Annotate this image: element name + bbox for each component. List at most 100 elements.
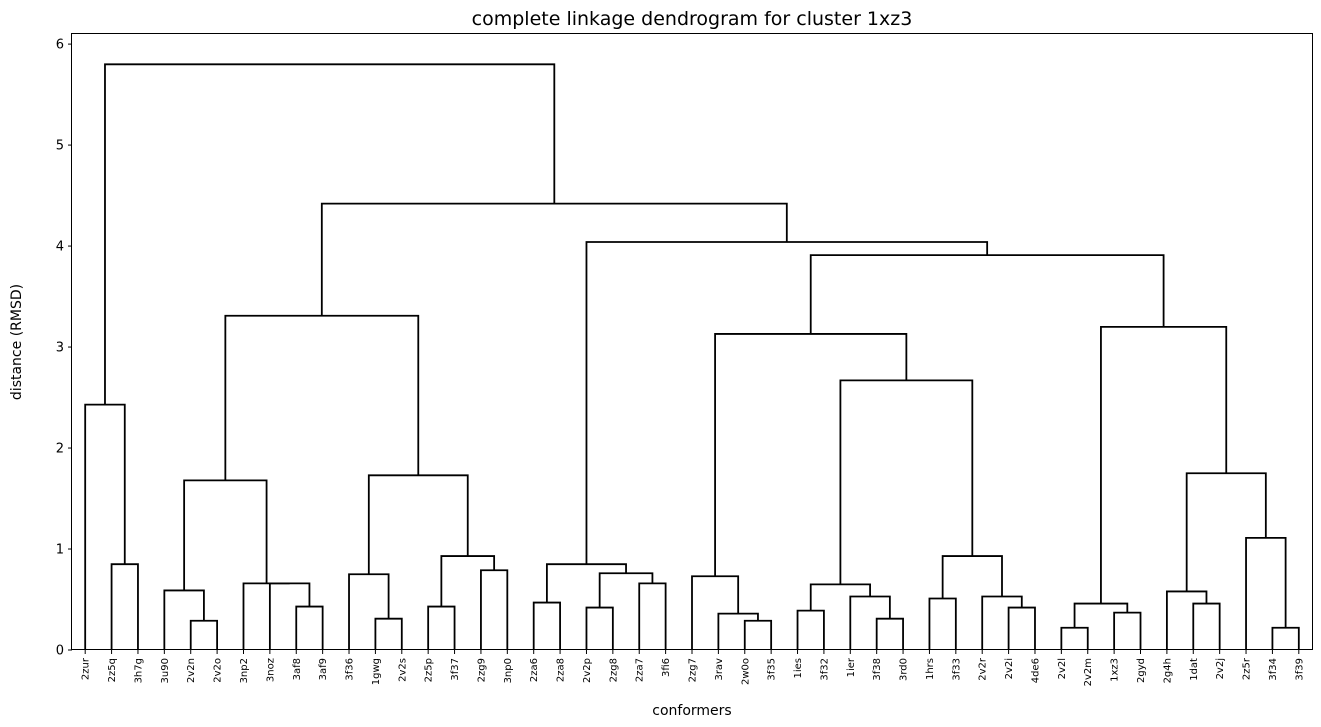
dendrogram-link: [480, 569, 509, 650]
leaf-label: 2v2i: [1004, 658, 1015, 679]
y-tick-label: 4: [56, 240, 64, 255]
dendrogram-link: [1271, 626, 1300, 650]
leaf-label: 3f38: [872, 658, 883, 681]
dendrogram-links: [84, 63, 1300, 650]
leaf-label: 2v2p: [582, 658, 593, 683]
dendrogram-link: [532, 601, 561, 650]
dendrogram-link: [110, 563, 139, 650]
leaf-label: 3f36: [345, 658, 356, 681]
dendrogram-link: [638, 582, 667, 650]
dendrogram-link: [163, 589, 205, 650]
y-axis-label: distance (RMSD): [9, 284, 25, 400]
leaf-label: 3rav: [714, 658, 725, 681]
dendrogram-link: [875, 617, 904, 650]
leaf-label: 3f39: [1294, 658, 1305, 681]
x-axis-label: conformers: [652, 703, 731, 719]
leaf-label: 2z5p: [424, 658, 435, 682]
leaf-label: 2w0o: [740, 658, 751, 685]
leaf-label: 2zg7: [688, 658, 699, 682]
dendrogram-link: [585, 606, 614, 650]
dendrogram-link: [717, 612, 759, 650]
y-tick-label: 6: [56, 38, 64, 53]
leaf-label: 2za7: [635, 658, 646, 682]
leaf-label: 1dat: [1189, 658, 1200, 681]
dendrogram-link: [189, 619, 219, 650]
leaf-label: 2g4h: [1162, 658, 1173, 683]
dendrogram-link: [1245, 537, 1287, 650]
dendrogram-link: [585, 241, 989, 565]
leaf-label: 3f32: [819, 658, 830, 681]
leaf-label: 3np0: [503, 658, 514, 683]
leaf-label: 2v2m: [1083, 658, 1094, 686]
dendrogram-link: [928, 597, 957, 650]
dendrogram-link: [374, 617, 403, 650]
y-tick-label: 3: [56, 341, 64, 356]
y-tick-label: 2: [56, 442, 64, 457]
leaf-label: 3af9: [318, 658, 329, 680]
dendrogram-link: [348, 573, 390, 650]
leaf-label: 2v2o: [213, 658, 224, 683]
leaf-label: 2v2n: [186, 658, 197, 683]
leaf-label: 2zg8: [608, 658, 619, 682]
leaf-label: 3u90: [160, 658, 171, 683]
leaf-label: 1hrs: [925, 658, 936, 680]
leaf-label: 2z5q: [107, 658, 118, 682]
dendrogram-link: [268, 582, 311, 650]
dendrogram-link: [427, 605, 456, 650]
dendrogram-link: [1073, 602, 1129, 628]
leaf-label: 2za8: [556, 658, 567, 682]
plot-frame: [71, 33, 1313, 650]
dendrogram-link: [367, 474, 469, 575]
dendrogram-link: [1007, 606, 1036, 650]
leaf-label: 2v2j: [1215, 658, 1226, 679]
dendrogram-link: [981, 595, 1023, 650]
leaf-label: 2z5r: [1242, 657, 1253, 680]
leaf-label: 1gwg: [371, 658, 382, 685]
y-tick-label: 1: [56, 543, 64, 558]
dendrogram-link: [1192, 602, 1221, 650]
dendrogram-link: [743, 619, 773, 650]
dendrogram-link: [1165, 590, 1208, 650]
x-axis-ticks: 2zur 2z5q 3h7g 3u90 2v2n 2v2o 3np2 3noz 3af8 3af9…: [81, 650, 1305, 686]
dendrogram-link: [809, 583, 871, 611]
leaf-label: 3f37: [450, 658, 461, 681]
leaf-label: 1ier: [846, 657, 857, 677]
dendrogram-link: [714, 333, 908, 577]
leaf-label: 3f33: [951, 658, 962, 681]
leaf-label: 2v2l: [1057, 658, 1068, 679]
leaf-label: 2zg9: [476, 658, 487, 682]
dendrogram-link: [796, 609, 825, 650]
dendrogram-link: [598, 572, 654, 608]
dendrogram-link: [839, 379, 974, 585]
leaf-label: 2gyd: [1136, 658, 1147, 683]
dendrogram-link: [1100, 325, 1228, 604]
leaf-label: 2za6: [529, 658, 540, 682]
dendrogram-link: [104, 63, 556, 405]
leaf-label: 1ies: [793, 658, 804, 679]
leaf-label: 3noz: [265, 658, 276, 682]
dendrogram-link: [84, 403, 126, 650]
dendrogram-link: [295, 605, 324, 650]
dendrogram-link: [809, 254, 1165, 334]
leaf-label: 3rd0: [899, 658, 910, 681]
dendrogram-link: [440, 555, 496, 607]
dendrogram-link: [183, 479, 268, 591]
dendrogram-link: [1113, 611, 1142, 650]
dendrogram-link: [320, 202, 788, 316]
dendrogram-link: [941, 555, 1003, 599]
y-tick-label: 0: [56, 644, 64, 659]
dendrogram-link: [242, 582, 290, 650]
leaf-label: 3fi6: [661, 658, 672, 677]
leaf-label: 3f34: [1268, 658, 1279, 681]
dendrogram-link: [1060, 626, 1089, 650]
leaf-label: 2v2r: [978, 657, 989, 681]
y-tick-label: 5: [56, 139, 64, 154]
leaf-label: 2v2s: [397, 658, 408, 682]
chart-title: complete linkage dendrogram for cluster …: [472, 8, 913, 30]
leaf-label: 1xz3: [1110, 658, 1121, 682]
dendrogram-link: [224, 314, 420, 481]
y-axis-ticks: 0 1 2 3 4 5 6: [56, 38, 72, 659]
leaf-label: 3h7g: [133, 658, 144, 683]
leaf-label: 2zur: [81, 657, 92, 680]
